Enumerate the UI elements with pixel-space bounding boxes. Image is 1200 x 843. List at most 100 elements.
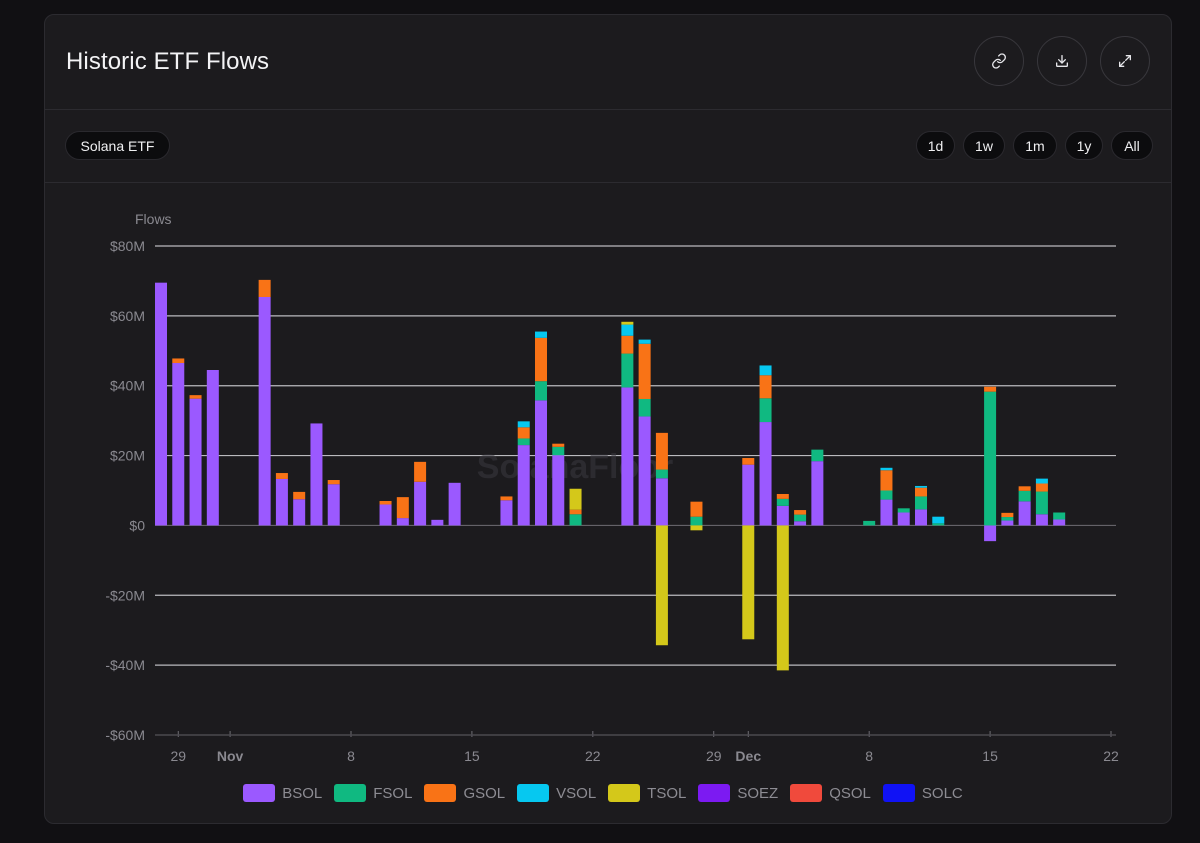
legend-swatch — [424, 784, 457, 802]
bar-segment-bsol — [500, 500, 513, 526]
bar-segment-gsol — [984, 386, 997, 392]
bar-segment-bsol — [155, 282, 167, 526]
y-tick-label: $0 — [129, 517, 145, 533]
bar-segment-fsol — [535, 381, 547, 401]
legend-swatch — [243, 784, 276, 802]
legend-item-fsol[interactable]: FSOL — [334, 784, 413, 802]
bar-segment-bsol — [621, 387, 634, 526]
bar-segment-fsol — [517, 438, 530, 446]
bar-segment-bsol — [552, 455, 565, 526]
x-tick-label: Dec — [735, 748, 761, 764]
legend-label: SOLC — [921, 784, 963, 802]
bar-segment-bsol — [1053, 519, 1066, 526]
bar-segment-gsol — [414, 461, 427, 482]
bar-segment-bsol — [396, 518, 409, 526]
bar-segment-tsol — [621, 321, 634, 325]
bar-segment-gsol — [293, 491, 306, 500]
bar-segment-bsol — [448, 482, 461, 526]
download-icon — [1056, 55, 1068, 67]
bar-segment-gsol — [794, 510, 807, 515]
legend-swatch — [698, 784, 731, 802]
expand-icon — [1119, 55, 1131, 67]
bar-segment-bsol — [189, 398, 202, 526]
bar-segment-vsol — [535, 331, 547, 338]
bar-segment-vsol — [932, 516, 945, 524]
bar-segment-bsol — [517, 445, 530, 526]
bar-segment-gsol — [1035, 483, 1048, 492]
range-1m-button[interactable]: 1m — [1013, 131, 1057, 160]
bar-segment-fsol — [1053, 512, 1066, 520]
range-1w-button[interactable]: 1w — [963, 131, 1005, 160]
legend-label: QSOL — [829, 784, 871, 802]
legend-item-vsol[interactable]: VSOL — [517, 784, 597, 802]
bar-segment-gsol — [915, 487, 927, 497]
x-tick-label: Nov — [217, 748, 244, 764]
legend-swatch — [334, 784, 367, 802]
bar-segment-bsol — [811, 461, 824, 526]
legend-item-soez[interactable]: SOEZ — [698, 784, 779, 802]
filter-toolbar — [45, 110, 1171, 183]
bar-segment-gsol — [759, 375, 772, 399]
bar-segment-fsol — [794, 514, 807, 522]
bar-segment-gsol — [742, 458, 755, 465]
x-tick-label: 29 — [706, 748, 722, 764]
expand-button[interactable] — [1100, 36, 1150, 86]
legend-label: FSOL — [373, 784, 413, 802]
bar-segment-fsol — [915, 496, 927, 510]
bar-segment-gsol — [569, 509, 582, 515]
bar-segment-bsol — [327, 484, 340, 526]
bar-segment-fsol — [569, 514, 582, 526]
legend-swatch — [608, 784, 641, 802]
y-tick-label: $80M — [110, 238, 145, 254]
flows-chart-svg: Flows$80M$60M$40M$20M$0-$20M-$40M-$60MSo… — [105, 211, 1119, 764]
bar-segment-bsol — [172, 363, 185, 526]
range-1y-button[interactable]: 1y — [1065, 131, 1103, 160]
bar-segment-gsol — [621, 335, 634, 354]
legend-swatch — [790, 784, 823, 802]
legend-label: TSOL — [647, 784, 687, 802]
bar-segment-vsol — [517, 421, 530, 428]
asset-filter-chip[interactable]: Solana ETF — [65, 131, 170, 160]
bar-segment-fsol — [863, 520, 876, 526]
bar-segment-gsol — [517, 427, 530, 439]
legend-item-qsol[interactable]: QSOL — [790, 784, 872, 802]
x-tick-label: 22 — [585, 748, 601, 764]
range-all-button[interactable]: All — [1111, 131, 1153, 160]
bar-segment-gsol — [327, 480, 340, 485]
bar-segment-gsol — [258, 279, 271, 297]
legend-swatch — [882, 784, 915, 802]
legend-item-gsol[interactable]: GSOL — [424, 784, 506, 802]
bar-segment-vsol — [880, 467, 893, 471]
bar-segment-bsol — [776, 505, 789, 526]
bar-segment-bsol — [206, 369, 219, 526]
bar-segment-fsol — [1035, 491, 1048, 515]
bar-segment-bsol — [379, 504, 392, 526]
bar-segment-bsol — [414, 481, 427, 526]
bar-segment-fsol — [552, 446, 565, 456]
x-tick-label: 8 — [865, 748, 873, 764]
legend-item-bsol[interactable]: BSOL — [243, 784, 323, 802]
legend-label: SOEZ — [737, 784, 779, 802]
bar-segment-fsol — [1018, 490, 1031, 502]
bar-segment-bsol — [1018, 501, 1031, 526]
bar-segment-gsol — [776, 493, 789, 499]
bar-segment-fsol — [897, 508, 910, 513]
bar-segment-bsol — [258, 296, 271, 526]
y-tick-label: -$60M — [105, 727, 145, 743]
bar-segment-gsol — [1018, 486, 1031, 491]
y-tick-label: -$20M — [105, 587, 145, 603]
bar-segment-tsol — [569, 488, 582, 510]
bar-segment-gsol — [552, 443, 565, 447]
y-tick-label: $60M — [110, 308, 145, 324]
download-button[interactable] — [1037, 36, 1087, 86]
bar-segment-bsol — [984, 525, 997, 542]
bar-segment-tsol — [776, 525, 789, 671]
bar-segment-vsol — [759, 365, 772, 376]
bar-segment-gsol — [396, 497, 409, 519]
legend-item-tsol[interactable]: TSOL — [608, 784, 687, 802]
copy-link-button[interactable] — [974, 36, 1024, 86]
legend-item-solc[interactable]: SOLC — [882, 784, 964, 802]
bar-segment-bsol — [655, 478, 668, 526]
bar-segment-gsol — [500, 496, 513, 501]
range-1d-button[interactable]: 1d — [916, 131, 955, 160]
